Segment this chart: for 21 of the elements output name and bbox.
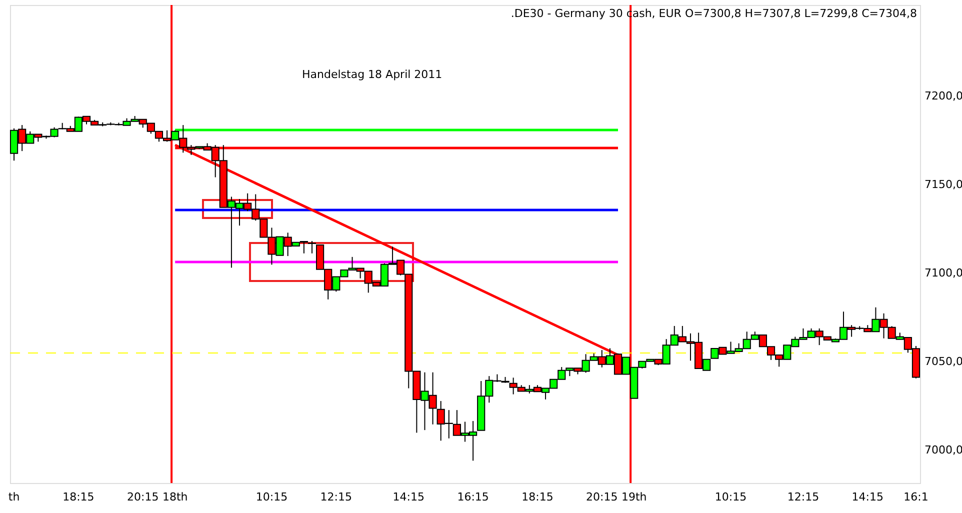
y-tick-label: 7200,0 <box>924 89 962 102</box>
x-tick-label: 20:15 <box>586 490 618 504</box>
y-tick-label: 7000,0 <box>924 444 962 457</box>
y-tick-label: 7100,0 <box>924 266 962 280</box>
x-tick-label: th <box>8 490 20 504</box>
x-tick-label: 18:15 <box>62 490 94 504</box>
x-tick-label: 12:15 <box>787 490 820 504</box>
x-tick-label: 18:15 <box>522 490 554 504</box>
x-tick-label: 10:15 <box>256 490 288 504</box>
x-tick-label: 10:15 <box>714 490 747 504</box>
x-tick-label: 20:15 <box>127 490 159 504</box>
y-tick-label: 7150,0 <box>924 178 962 192</box>
annotation: Handelstag 18 April 2011 <box>302 68 442 81</box>
x-tick-label: 14:15 <box>392 490 424 504</box>
x-tick-label: 16:1 <box>904 490 928 504</box>
x-tick-label: 14:15 <box>852 490 884 504</box>
y-tick-label: 7050,0 <box>924 355 962 368</box>
x-tick-label: 16:15 <box>457 490 489 504</box>
x-tick-label: 18th <box>162 490 188 504</box>
x-tick-label: 19th <box>621 490 647 504</box>
x-tick-label: 12:15 <box>320 490 352 504</box>
